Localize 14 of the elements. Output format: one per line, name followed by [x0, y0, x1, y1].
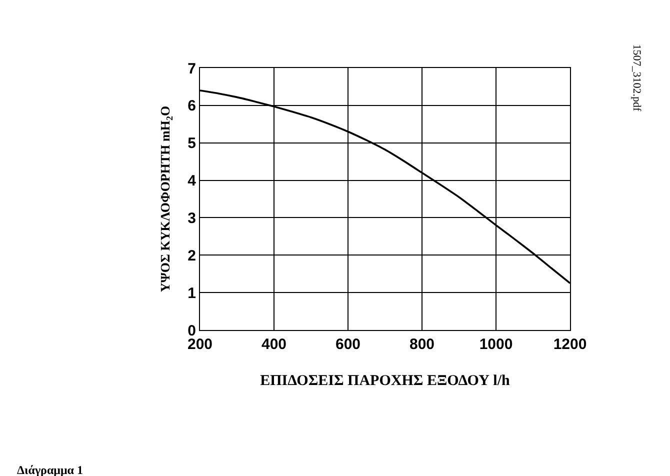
x-tick-label: 1000 [479, 336, 513, 353]
y-tick-label: 6 [188, 98, 196, 115]
x-tick-label: 600 [335, 336, 361, 353]
x-tick-label: 1200 [553, 336, 587, 353]
x-tick-label: 400 [261, 336, 287, 353]
x-tick-label: 800 [409, 336, 435, 353]
y-tick-label: 3 [188, 210, 196, 227]
y-tick-label: 5 [188, 135, 196, 152]
y-tick-label: 4 [188, 172, 197, 190]
y-tick-label: 1 [188, 284, 196, 302]
y-tick-label: 7 [188, 60, 196, 78]
x-axis-title: ΕΠΙΔΟΣΕΙΣ ΠΑΡΟΧΗΣ ΕΞΟΔΟΥ l/h [260, 373, 511, 389]
text: 1507_3102.pdf [630, 44, 642, 112]
y-tick-label: 2 [188, 247, 196, 264]
